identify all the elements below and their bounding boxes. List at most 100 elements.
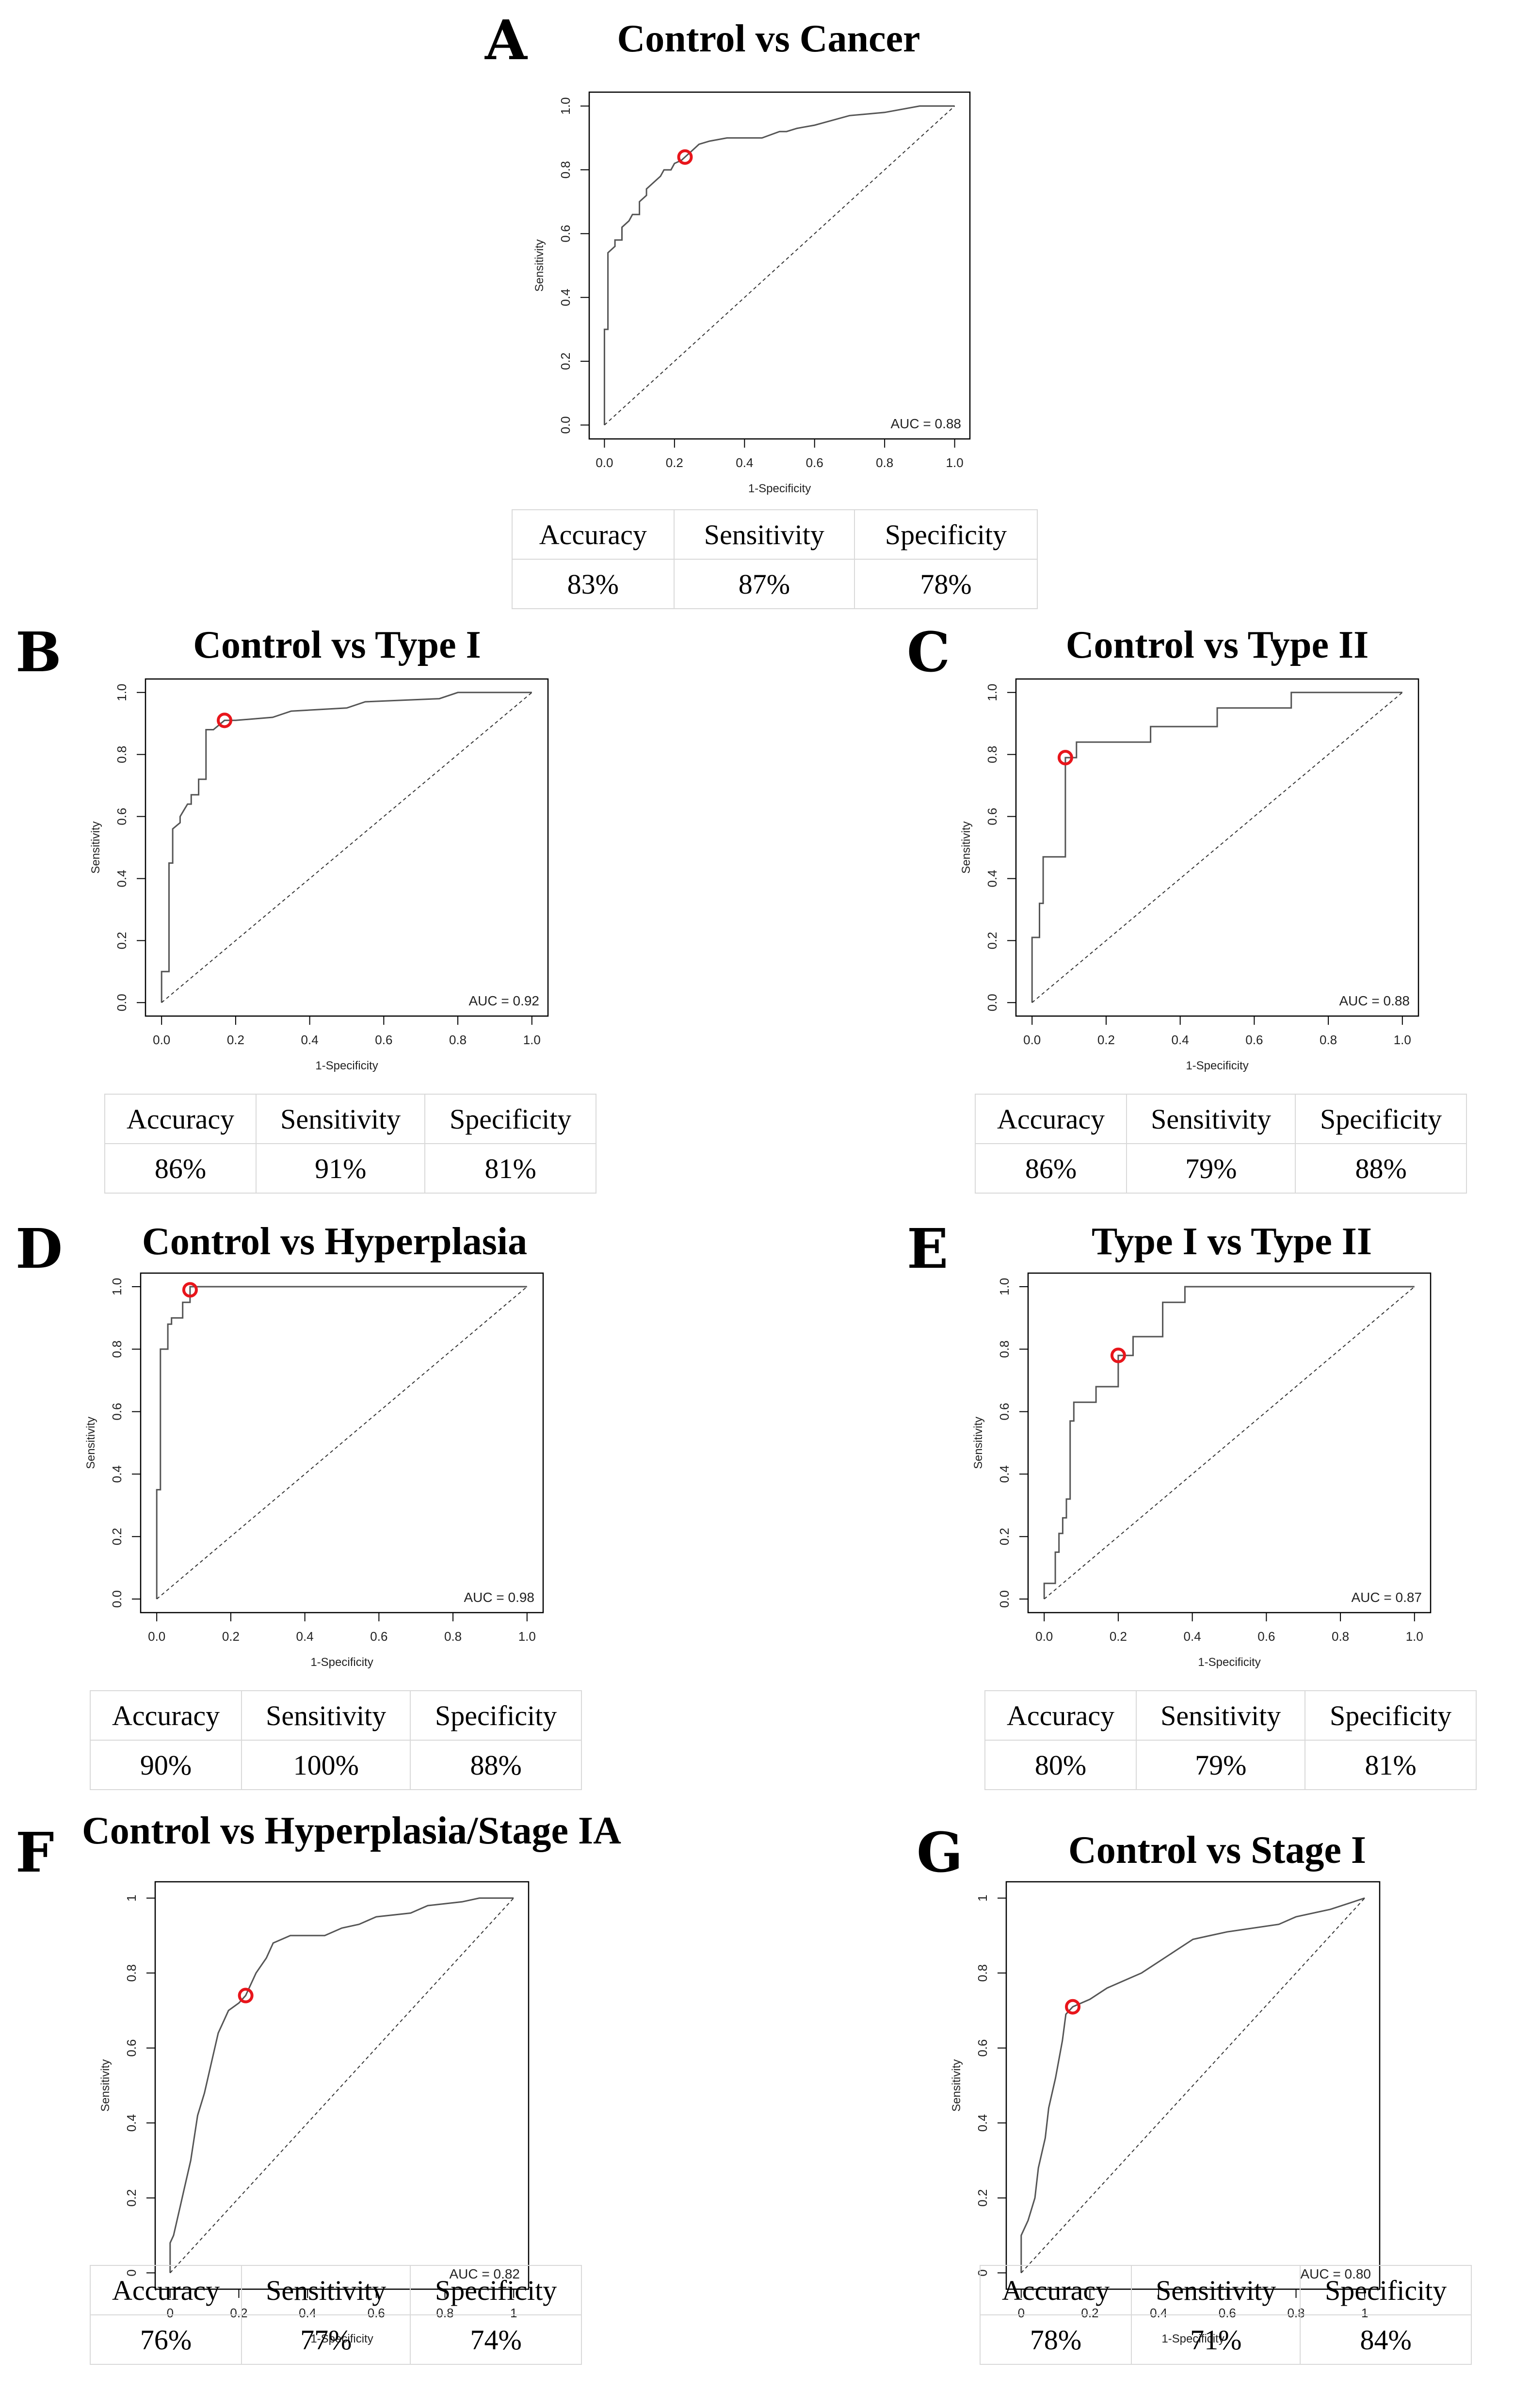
y-tick-label: 0.0 (558, 416, 573, 434)
panel-title-a: Control vs Cancer (617, 17, 920, 60)
x-axis-label: 1-Specificity (310, 1656, 373, 1669)
panel-title-g: Control vs Stage I (1068, 1829, 1367, 1872)
x-tick-label: 1.0 (1406, 1629, 1423, 1644)
x-tick-label: 0.8 (1320, 1033, 1337, 1047)
y-tick-label: 1.0 (110, 1278, 124, 1295)
x-tick-label: 0.6 (1257, 1629, 1275, 1644)
metrics-value-specificity: 78% (854, 559, 1038, 609)
y-tick-label: 0.8 (985, 746, 999, 763)
roc-plot-d: 0.0 0.0 0.2 0.2 0.4 0.4 0.6 0.6 0.8 0.8 1.0 1.0 1-Sp… (84, 1272, 544, 1669)
roc-plot-b: 0.0 0.0 0.2 0.2 0.4 0.4 0.6 0.6 0.8 0.8 1.0 1.0 1-Sp… (89, 678, 549, 1072)
metrics-header-sensitivity: Sensitivity (1131, 2265, 1301, 2315)
y-tick-label: 0.2 (110, 1528, 124, 1545)
panel-letter-f: F (16, 1821, 54, 1885)
y-axis-label: Sensitivity (972, 1417, 985, 1469)
roc-plot-a: 0.0 0.0 0.2 0.2 0.4 0.4 0.6 0.6 0.8 0.8 1.0 1.0 1-Sp… (533, 91, 971, 495)
y-tick-label: 0.6 (975, 2039, 990, 2057)
cutoff-point-marker (217, 712, 233, 728)
y-tick-label: 0.6 (114, 808, 129, 825)
metrics-header-specificity: Specificity (1295, 1094, 1467, 1144)
metrics-header-accuracy: Accuracy (984, 1690, 1137, 1741)
y-tick-label: 0.2 (114, 932, 129, 949)
x-tick-label: 0.2 (666, 455, 683, 470)
metrics-header-sensitivity: Sensitivity (1136, 1690, 1306, 1741)
metrics-value-sensitivity: 79% (1126, 1143, 1296, 1194)
x-tick-label: 0.8 (449, 1033, 467, 1047)
metrics-value-sensitivity: 87% (673, 559, 855, 609)
metrics-header-accuracy: Accuracy (104, 1094, 257, 1144)
metrics-value-accuracy: 78% (979, 2314, 1132, 2365)
metrics-header-sensitivity: Sensitivity (241, 2265, 411, 2315)
y-tick-label: 1 (124, 1894, 139, 1901)
metrics-value-specificity: 74% (410, 2314, 582, 2365)
metrics-value-specificity: 84% (1300, 2314, 1472, 2365)
metrics-table-c: Accuracy Sensitivity Specificity 86% 79% 88% (974, 1094, 1467, 1194)
y-tick-label: 0.8 (124, 1964, 139, 1982)
cutoff-point-marker (182, 1282, 198, 1298)
panel-letter-b: B (16, 621, 62, 684)
metrics-header-specificity: Specificity (1300, 2265, 1472, 2315)
metrics-value-sensitivity: 77% (241, 2314, 411, 2365)
x-tick-label: 0.0 (148, 1629, 165, 1644)
y-tick-label: 0.4 (114, 870, 129, 887)
y-tick-label: 1 (975, 1894, 990, 1901)
roc-curve (156, 1286, 527, 1599)
metrics-table-a: Accuracy Sensitivity Specificity 83% 87% 78% (512, 509, 1038, 609)
y-tick-label: 0.6 (124, 2039, 139, 2057)
reference-diagonal (1044, 1286, 1415, 1600)
y-axis-label: Sensitivity (89, 821, 102, 873)
metrics-header-sensitivity: Sensitivity (673, 509, 855, 560)
y-tick-label: 0.2 (997, 1528, 1012, 1545)
panel-letter-e: E (907, 1217, 949, 1281)
y-tick-label: 0.4 (985, 870, 999, 887)
metrics-value-sensitivity: 100% (241, 1740, 411, 1790)
y-tick-label: 0.8 (558, 161, 573, 178)
x-tick-label: 0.0 (1023, 1033, 1041, 1047)
reference-diagonal (1021, 1897, 1365, 2274)
y-tick-label: 0.0 (110, 1590, 124, 1608)
plot-frame (1015, 678, 1419, 1017)
panel-letter-c: C (907, 621, 950, 684)
y-tick-label: 1.0 (985, 684, 999, 701)
x-tick-label: 0.8 (444, 1629, 462, 1644)
x-axis-label: 1-Specificity (748, 482, 811, 495)
panel-letter-d: D (16, 1217, 63, 1281)
y-axis-label: Sensitivity (99, 2059, 112, 2112)
y-tick-label: 0.4 (997, 1465, 1012, 1483)
reference-diagonal (156, 1286, 528, 1600)
metrics-value-specificity: 81% (424, 1143, 596, 1194)
y-tick-label: 0.2 (558, 353, 573, 370)
roc-curve (1020, 1897, 1365, 2273)
metrics-value-sensitivity: 91% (256, 1143, 426, 1194)
metrics-value-sensitivity: 71% (1131, 2314, 1301, 2365)
roc-curve (161, 692, 532, 1003)
y-axis-label: Sensitivity (950, 2059, 963, 2112)
reference-diagonal (1031, 692, 1403, 1003)
y-tick-label: 0.4 (558, 289, 573, 306)
metrics-header-sensitivity: Sensitivity (241, 1690, 411, 1741)
y-tick-label: 0.0 (985, 994, 999, 1011)
metrics-header-accuracy: Accuracy (89, 2265, 242, 2315)
panel-letter-g: G (917, 1821, 963, 1885)
metrics-header-specificity: Specificity (854, 509, 1038, 560)
plot-frame (588, 91, 971, 440)
x-tick-label: 0.4 (301, 1033, 319, 1047)
roc-plot-e: 0.0 0.0 0.2 0.2 0.4 0.4 0.6 0.6 0.8 0.8 1.0 1.0 1-Sp… (972, 1272, 1432, 1669)
x-tick-label: 0.8 (1332, 1629, 1349, 1644)
y-tick-label: 1.0 (997, 1278, 1012, 1295)
roc-curve (603, 105, 955, 425)
y-axis-label: Sensitivity (960, 821, 973, 873)
metrics-table-g: Accuracy Sensitivity Specificity 78% 71% 84% (979, 2265, 1472, 2365)
y-tick-label: 0.2 (985, 932, 999, 949)
panel-title-f: Control vs Hyperplasia/Stage IA (82, 1810, 621, 1852)
metrics-value-specificity: 88% (1295, 1143, 1467, 1194)
y-tick-label: 0.8 (114, 746, 129, 763)
roc-plot-c: 0.0 0.0 0.2 0.2 0.4 0.4 0.6 0.6 0.8 0.8 1.0 1.0 1-Sp… (960, 678, 1419, 1072)
plot-frame (140, 1272, 544, 1614)
metrics-table-b: Accuracy Sensitivity Specificity 86% 91% 81% (104, 1094, 596, 1194)
auc-label: AUC = 0.92 (468, 993, 539, 1008)
x-tick-label: 0.0 (596, 455, 613, 470)
metrics-table-f: Accuracy Sensitivity Specificity 76% 77% 74% (89, 2265, 582, 2365)
x-tick-label: 1.0 (518, 1629, 536, 1644)
metrics-header-accuracy: Accuracy (974, 1094, 1127, 1144)
